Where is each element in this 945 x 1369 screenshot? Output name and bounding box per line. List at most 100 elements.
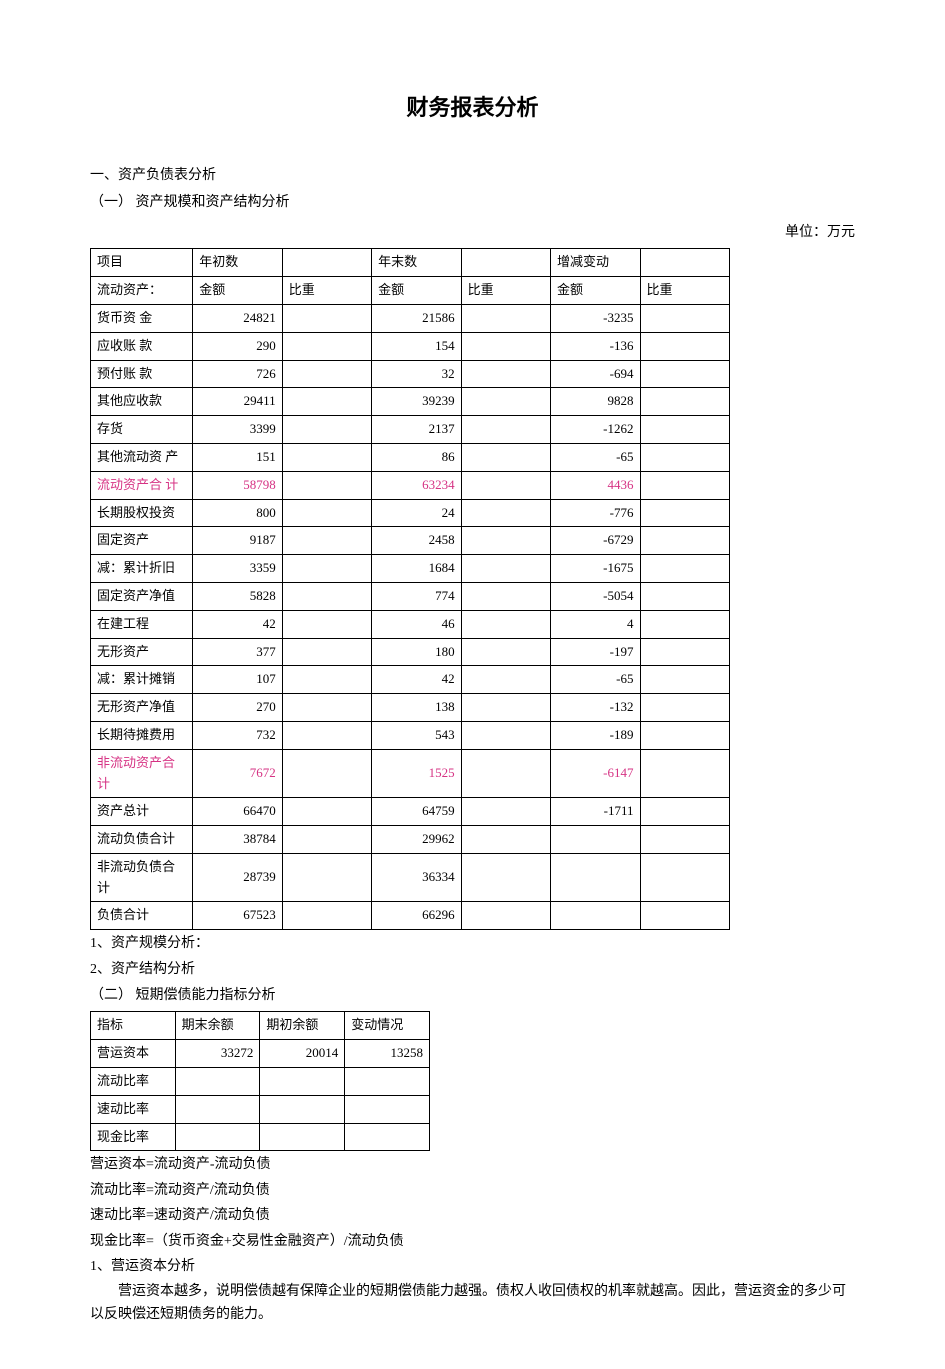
table-cell (282, 694, 371, 722)
table-cell (640, 826, 730, 854)
table-cell: -694 (551, 360, 640, 388)
table-cell (260, 1095, 345, 1123)
table-cell: 138 (372, 694, 461, 722)
table-cell: 21586 (372, 304, 461, 332)
section-1-heading: 一、资产负债表分析 (90, 165, 855, 187)
table-cell (640, 527, 730, 555)
table-cell (640, 610, 730, 638)
table-cell: 180 (372, 638, 461, 666)
table-cell (282, 499, 371, 527)
table-cell (640, 471, 730, 499)
table-cell: 无形资产净值 (91, 694, 193, 722)
table-cell (461, 610, 550, 638)
table-cell: 774 (372, 582, 461, 610)
table-cell (282, 332, 371, 360)
table-cell: 1684 (372, 555, 461, 583)
table-cell: 营运资本 (91, 1040, 176, 1068)
table-cell: 29962 (372, 826, 461, 854)
table-cell (640, 388, 730, 416)
table-row: 预付账 款72632-694 (91, 360, 730, 388)
table-cell: 3399 (193, 416, 282, 444)
table-cell (175, 1095, 260, 1123)
table-cell (640, 304, 730, 332)
table-header-cell: 金额 (193, 277, 282, 305)
formula-line: 现金比率=（货币资金+交易性金融资产）/流动负债 (90, 1231, 855, 1253)
table-header-cell: 期初余额 (260, 1012, 345, 1040)
table-row: 流动比率 (91, 1068, 430, 1096)
table-cell (282, 527, 371, 555)
table-row: 其他应收款29411392399828 (91, 388, 730, 416)
table-cell (640, 555, 730, 583)
table-cell: 固定资产净值 (91, 582, 193, 610)
unit-label: 单位：万元 (90, 222, 855, 244)
table-cell (640, 416, 730, 444)
table-cell (282, 610, 371, 638)
table-cell: 28739 (193, 853, 282, 902)
table-cell (282, 304, 371, 332)
table-cell (282, 388, 371, 416)
table-cell (640, 332, 730, 360)
table-cell: 负债合计 (91, 902, 193, 930)
table-cell: 66470 (193, 798, 282, 826)
table-row: 货币资 金2482121586-3235 (91, 304, 730, 332)
table-cell (640, 360, 730, 388)
analysis-1: 1、资产规模分析： (90, 933, 855, 955)
table-cell: 732 (193, 721, 282, 749)
table-cell (461, 471, 550, 499)
table-row: 其他流动资 产15186-65 (91, 443, 730, 471)
table-cell: 无形资产 (91, 638, 193, 666)
table-cell (640, 666, 730, 694)
table-header-cell (461, 249, 550, 277)
table-row: 负债合计67523 66296 (91, 902, 730, 930)
table-cell (282, 721, 371, 749)
table-cell: 存货 (91, 416, 193, 444)
table-header-cell: 增减变动 (551, 249, 640, 277)
table-header-cell (640, 249, 730, 277)
table-cell (345, 1123, 430, 1151)
table-cell (461, 388, 550, 416)
table-cell: -5054 (551, 582, 640, 610)
table-cell: 42 (193, 610, 282, 638)
table-cell: 长期股权投资 (91, 499, 193, 527)
formula-line: 营运资本=流动资产-流动负债 (90, 1154, 855, 1176)
table-cell: -65 (551, 666, 640, 694)
table-cell: 290 (193, 332, 282, 360)
table-cell: -6147 (551, 749, 640, 798)
analysis-3-body: 营运资本越多，说明偿债越有保障企业的短期偿债能力越强。债权人收回债权的机率就越高… (90, 1281, 855, 1326)
table-cell: 13258 (345, 1040, 430, 1068)
solvency-table: 指标期末余额期初余额变动情况营运资本332722001413258流动比率速动比… (90, 1011, 430, 1151)
table-cell: 543 (372, 721, 461, 749)
table-row: 应收账 款290154-136 (91, 332, 730, 360)
table-cell (260, 1123, 345, 1151)
table-cell: 86 (372, 443, 461, 471)
table-cell (461, 582, 550, 610)
table-cell (282, 360, 371, 388)
table-row: 现金比率 (91, 1123, 430, 1151)
table-row: 流动资产合 计58798632344436 (91, 471, 730, 499)
table-row: 存货33992137-1262 (91, 416, 730, 444)
table-cell (640, 443, 730, 471)
table-cell (282, 555, 371, 583)
table-cell: 24821 (193, 304, 282, 332)
table-cell (461, 798, 550, 826)
table-row: 非流动负债合计2873936334 (91, 853, 730, 902)
table-cell (461, 499, 550, 527)
table-cell: 3359 (193, 555, 282, 583)
table-cell: 154 (372, 332, 461, 360)
table-cell: 66296 (372, 902, 461, 930)
table-row: 速动比率 (91, 1095, 430, 1123)
table-cell (282, 471, 371, 499)
table-header-cell: 年初数 (193, 249, 282, 277)
table-cell (461, 694, 550, 722)
table-cell (175, 1068, 260, 1096)
table-header-cell: 项目 (91, 249, 193, 277)
table-row: 项目年初数年末数增减变动 (91, 249, 730, 277)
table-cell: -776 (551, 499, 640, 527)
table-cell: 67523 (193, 902, 282, 930)
table-cell: -136 (551, 332, 640, 360)
table-cell (551, 853, 640, 902)
table-cell: 4436 (551, 471, 640, 499)
table-cell: -197 (551, 638, 640, 666)
table-cell: 预付账 款 (91, 360, 193, 388)
table-cell: 270 (193, 694, 282, 722)
